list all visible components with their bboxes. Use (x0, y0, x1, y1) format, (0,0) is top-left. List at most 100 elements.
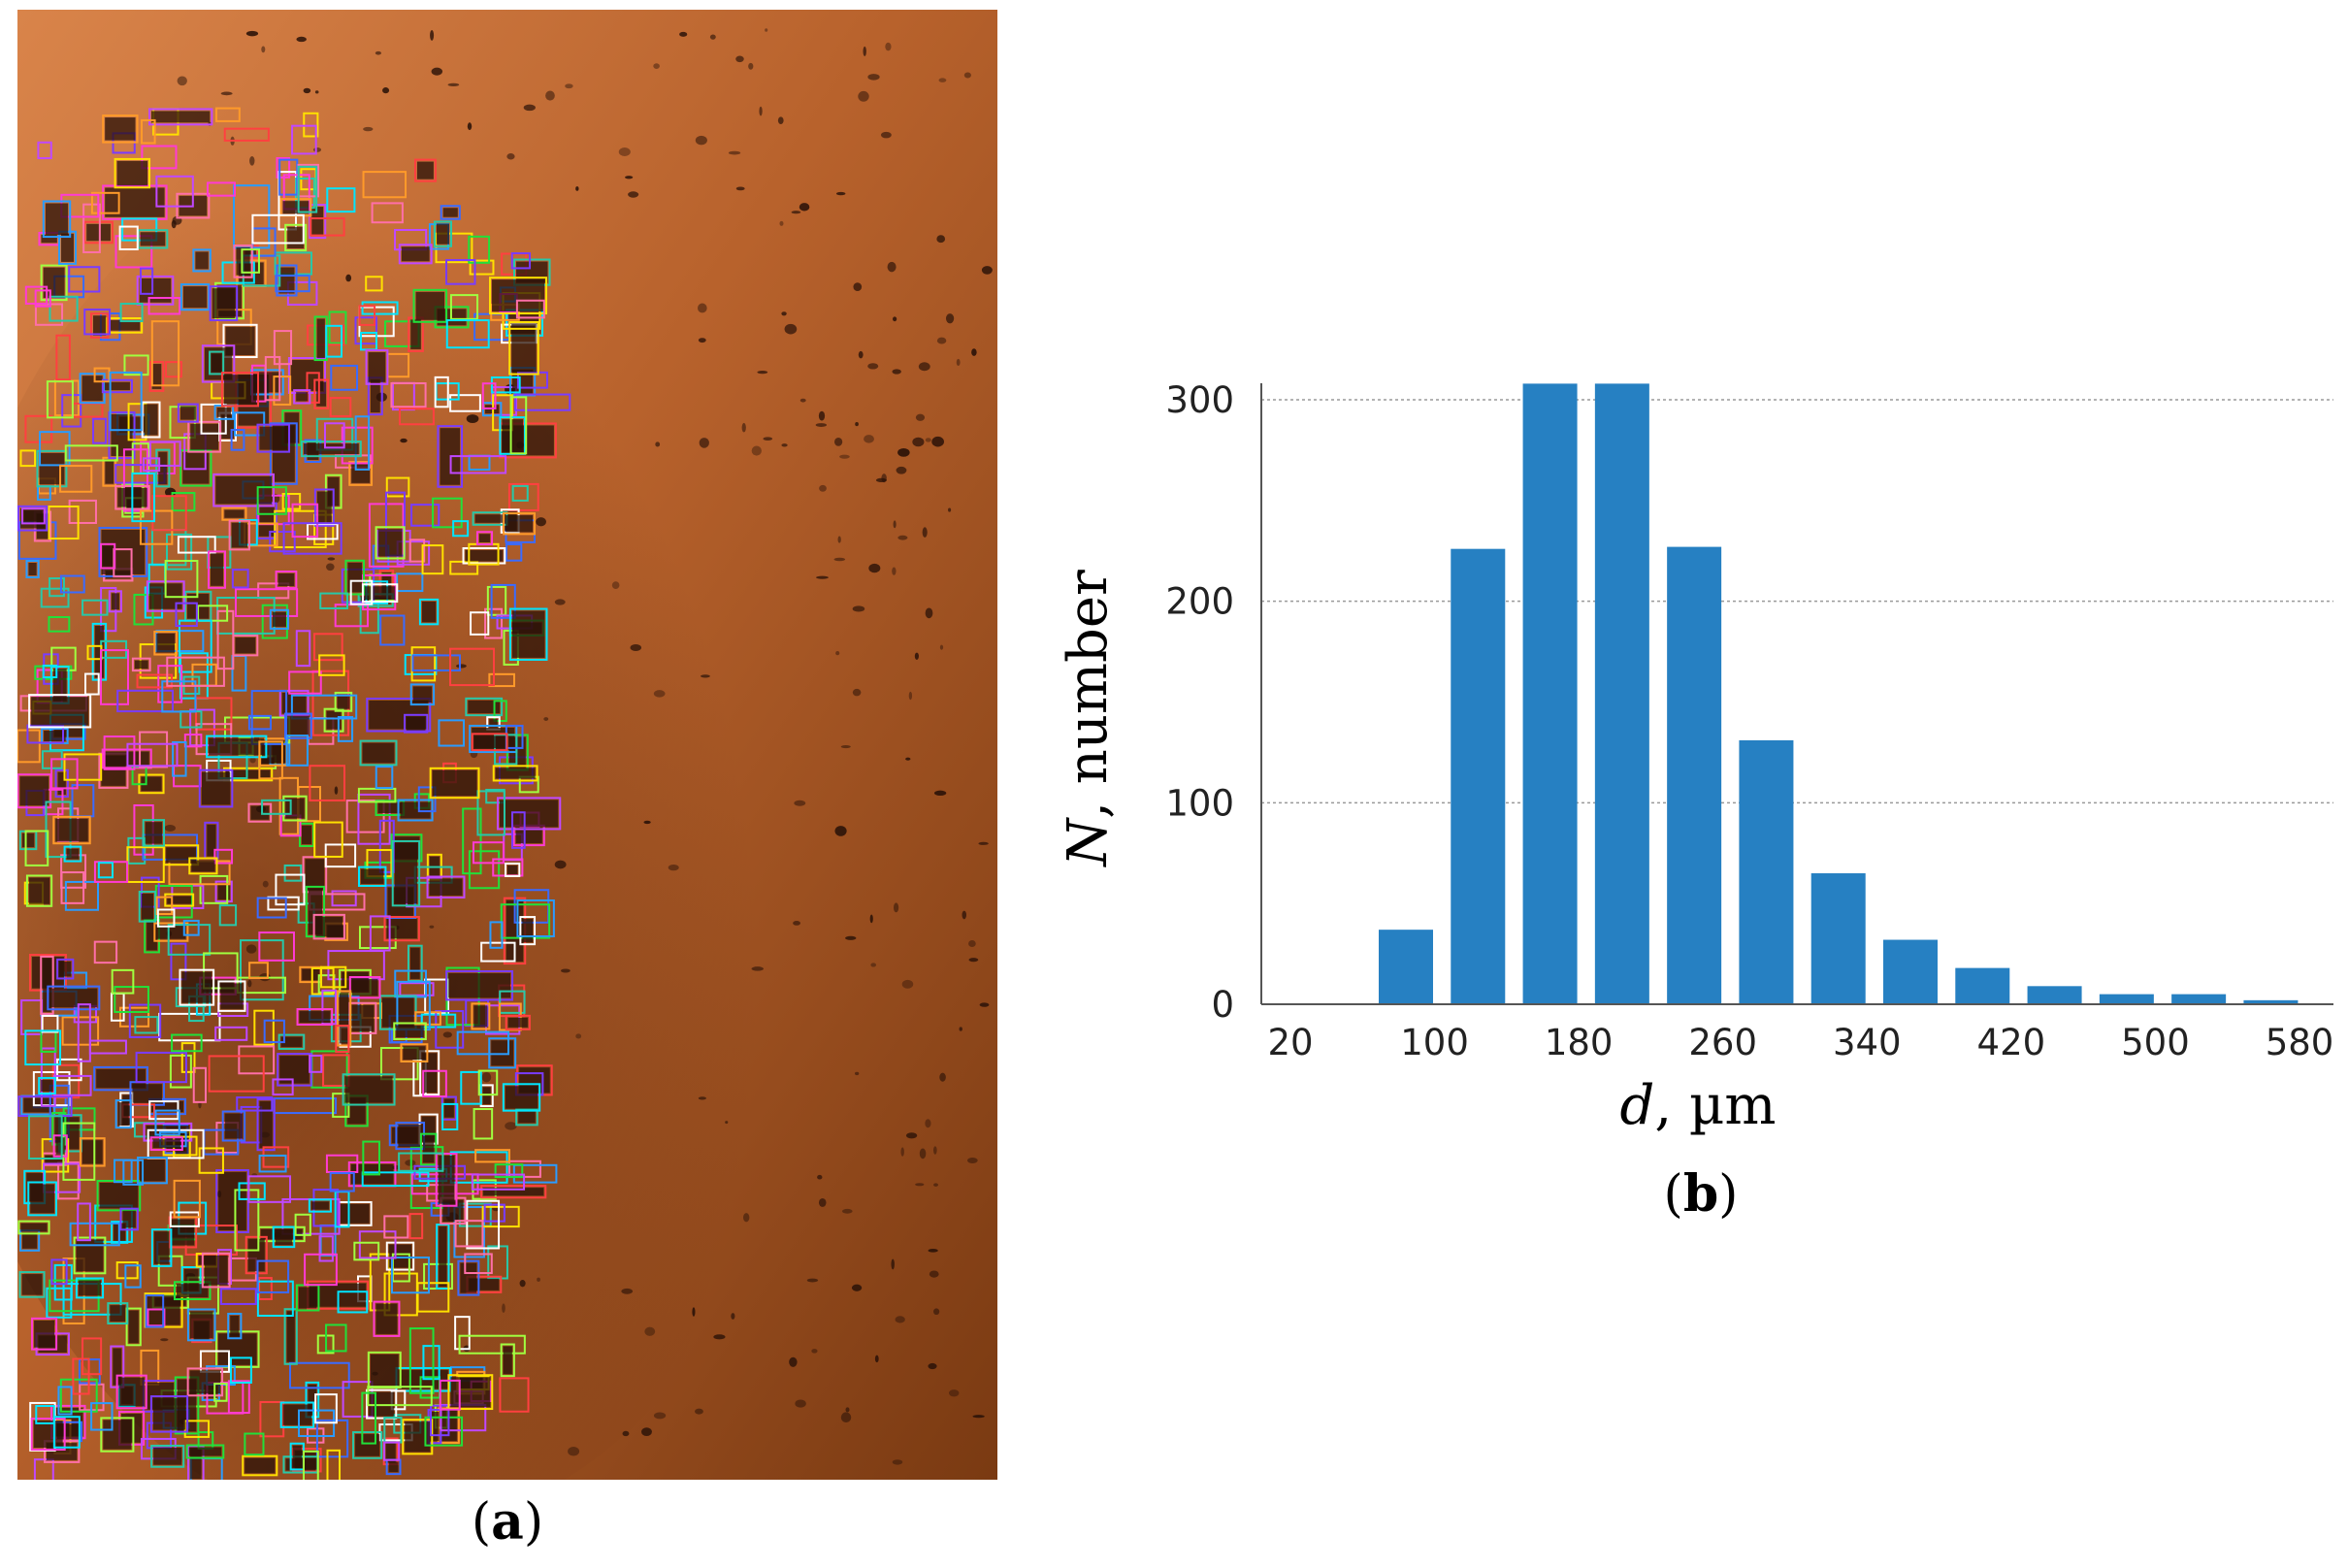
particle-dot (933, 790, 947, 797)
detection-box (359, 739, 398, 767)
bar (1451, 548, 1506, 1004)
detection-box (26, 724, 65, 744)
particle (315, 916, 342, 937)
detection-box (142, 819, 166, 847)
particle (78, 1280, 102, 1296)
particle (385, 1440, 396, 1463)
detection-box (449, 394, 481, 412)
detection-box (122, 1159, 145, 1186)
detection-box (391, 839, 421, 907)
detection-box (305, 885, 326, 938)
particle-dot (918, 362, 930, 372)
detection-box (466, 1199, 501, 1250)
bar (2027, 986, 2082, 1004)
particle-dot (334, 786, 339, 795)
particle-dot (864, 435, 874, 443)
detection-box (43, 1162, 82, 1193)
particle (52, 669, 67, 702)
detection-box (408, 316, 424, 352)
detection-box (61, 394, 82, 428)
particle-dot (791, 211, 801, 214)
particle-dot (543, 717, 549, 721)
detection-box (390, 382, 427, 408)
detection-box (27, 1115, 63, 1160)
particle (41, 1079, 53, 1092)
detection-box (53, 1263, 73, 1301)
detection-box (148, 108, 213, 126)
detection-box (138, 891, 157, 923)
particle-dot (554, 599, 566, 605)
particle-dot (799, 203, 810, 212)
particle (377, 529, 403, 557)
detection-box (156, 908, 176, 928)
detection-box (227, 1312, 243, 1340)
detection-box (348, 461, 374, 486)
particle (49, 988, 98, 1008)
particle-dot (933, 1308, 940, 1316)
detection-box (256, 1280, 294, 1318)
particle-dot (698, 338, 706, 343)
particle (292, 1445, 302, 1468)
detection-box (136, 275, 175, 306)
detection-box (314, 1393, 338, 1424)
particle (473, 735, 505, 749)
particle (223, 375, 257, 405)
particle-dot (819, 484, 827, 492)
detection-box (77, 1202, 91, 1242)
particle (316, 318, 325, 359)
particle (394, 842, 418, 904)
detection-box (48, 616, 71, 633)
particle-dot (794, 800, 806, 806)
particle-dot (249, 155, 255, 166)
detection-box (471, 733, 508, 752)
detection-box (296, 1008, 334, 1026)
particle (465, 550, 504, 562)
detection-box (128, 1003, 162, 1038)
detection-box (418, 598, 440, 626)
particle (339, 993, 349, 1044)
particle (407, 716, 426, 731)
particle-dot (345, 274, 352, 282)
detection-box (481, 382, 497, 409)
detection-box (147, 1308, 166, 1327)
particle-dot (751, 966, 764, 971)
particle (113, 1348, 122, 1386)
detection-box (422, 1069, 447, 1098)
particle-dot (628, 191, 639, 198)
detection-box (82, 1337, 103, 1376)
detection-box (186, 1367, 224, 1397)
particle (340, 1203, 370, 1224)
detection-box (516, 371, 548, 389)
particle (204, 1255, 228, 1286)
detection-box (19, 449, 37, 468)
particle-dot (249, 756, 256, 764)
particle (308, 1384, 317, 1416)
detection-box (519, 916, 537, 946)
detection-box (93, 367, 111, 383)
detection-box (182, 919, 200, 936)
detection-box (449, 455, 507, 474)
detection-box (116, 689, 174, 713)
detection-box (50, 758, 79, 790)
particle (117, 1102, 129, 1127)
particle (505, 1086, 538, 1109)
detection-box (361, 583, 399, 604)
detection-box (445, 319, 490, 349)
detection-box (400, 1043, 429, 1063)
detection-box (439, 1379, 461, 1411)
detection-box (218, 904, 238, 927)
particle (362, 742, 395, 764)
detection-box (269, 608, 289, 630)
detection-box (312, 913, 345, 940)
detection-box (294, 1213, 311, 1236)
particle (505, 899, 524, 963)
detection-box (329, 397, 352, 418)
detection-box (69, 1222, 120, 1247)
particle-dot (314, 90, 319, 94)
detection-box (238, 1045, 276, 1075)
detection-box (108, 410, 136, 460)
detection-box (281, 493, 302, 510)
detection-box (197, 604, 229, 622)
particle (215, 475, 272, 505)
detection-box (258, 1277, 273, 1300)
